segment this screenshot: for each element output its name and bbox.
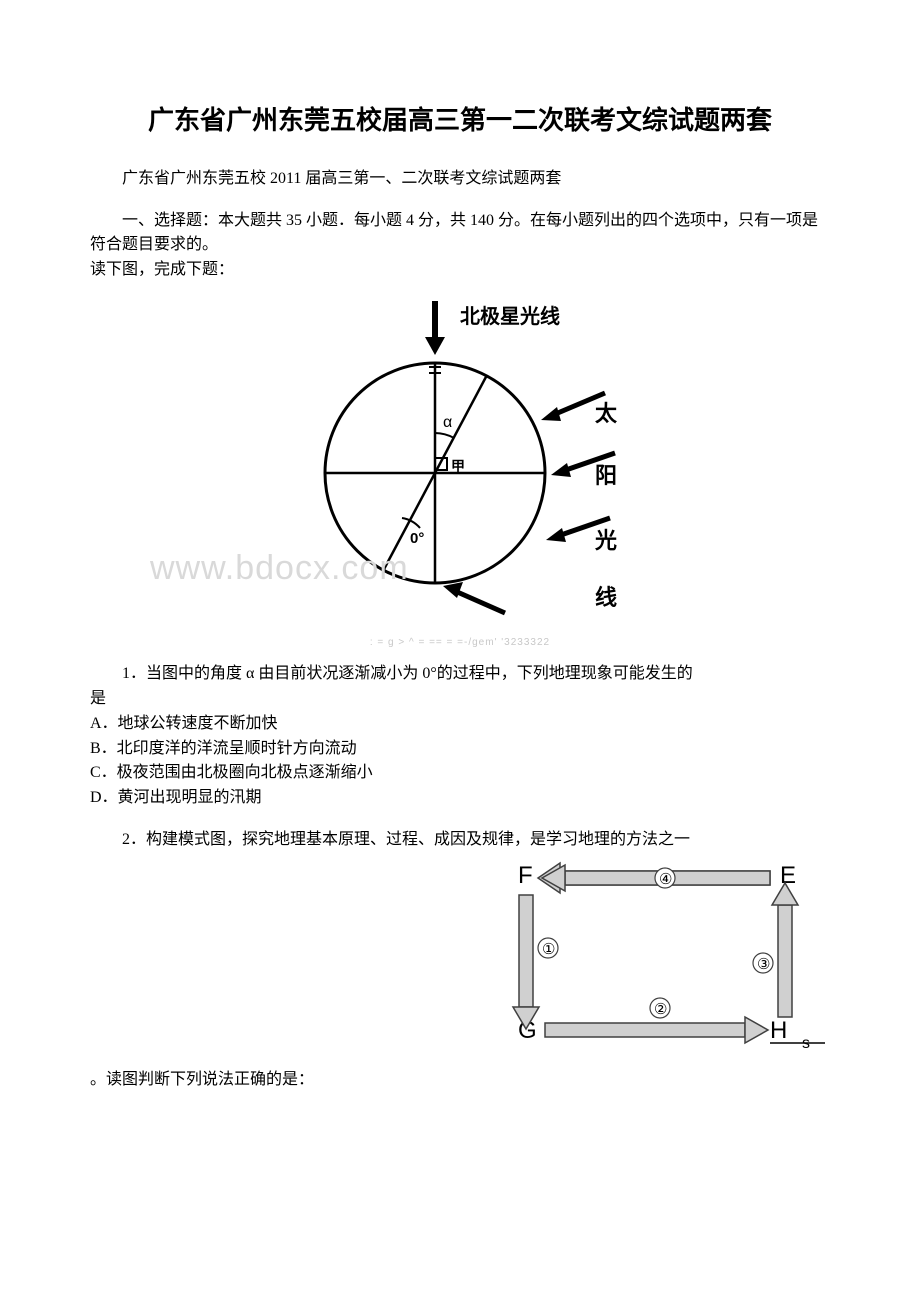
q1-stem: 1．当图中的角度 α 由目前状况逐渐减小为 0°的过程中，下列地理现象可能发生的 (90, 661, 830, 687)
fig1-label-jia: 甲 (451, 458, 465, 474)
q2-row: 2．构建模式图，探究地理基本原理、过程、成因及规律，是学习地理的方法之一 (90, 821, 830, 853)
fig1-label-zero: 0° (410, 530, 424, 547)
fig2-edge-bottom-label: ② (654, 1001, 667, 1018)
q1-option-b: B．北印度洋的洋流呈顺时针方向流动 (90, 737, 830, 762)
fig1-label-alpha: α (443, 414, 452, 431)
q1-option-d: D．黄河出现明显的汛期 (90, 786, 830, 811)
section-instruction: 一、选择题：本大题共 35 小题．每小题 4 分，共 140 分。在每小题列出的… (90, 209, 830, 257)
fig2-node-h: H (770, 1017, 787, 1044)
fig1-label-northstar: 北极星光线 (460, 304, 560, 328)
figure-1-container: 北极星光线 α 甲 0° 太 阳 光 线 (90, 293, 830, 652)
q2-tail: 。读图判断下列说法正确的是： (90, 1067, 830, 1093)
q1-stem-tail: 是 (90, 687, 830, 712)
fig1-label-sun4: 线 (595, 585, 617, 610)
q1-option-c: C．极夜范围由北极圈向北极点逐渐缩小 (90, 761, 830, 786)
fig2-node-e: E (780, 862, 796, 889)
q2-stem: 2．构建模式图，探究地理基本原理、过程、成因及规律，是学习地理的方法之一 (90, 827, 830, 853)
page-title: 广东省广州东莞五校届高三第一二次联考文综试题两套 (90, 100, 830, 142)
figure-2-container: F E G H s ④ ① ③ ② (470, 853, 830, 1062)
figure-1-caption: : = g > ^ = == = =-/gem' '3233322 (90, 635, 830, 651)
fig1-label-sun1: 太 (595, 401, 618, 426)
read-figure-prompt: 读下图，完成下题： (90, 257, 830, 283)
fig2-node-f: F (518, 862, 533, 889)
figure-2-svg: F E G H s ④ ① ③ ② (470, 853, 830, 1053)
fig1-label-sun3: 光 (594, 528, 617, 553)
fig2-edge-top-label: ④ (659, 871, 672, 888)
fig2-edge-right-label: ③ (757, 956, 770, 973)
subtitle: 广东省广州东莞五校 2011 届高三第一、二次联考文综试题两套 (90, 166, 830, 192)
fig1-label-sun2: 阳 (595, 463, 617, 488)
figure-1-svg: 北极星光线 α 甲 0° 太 阳 光 线 (295, 293, 625, 623)
q1-option-a: A．地球公转速度不断加快 (90, 712, 830, 737)
fig2-edge-left-label: ① (542, 941, 555, 958)
